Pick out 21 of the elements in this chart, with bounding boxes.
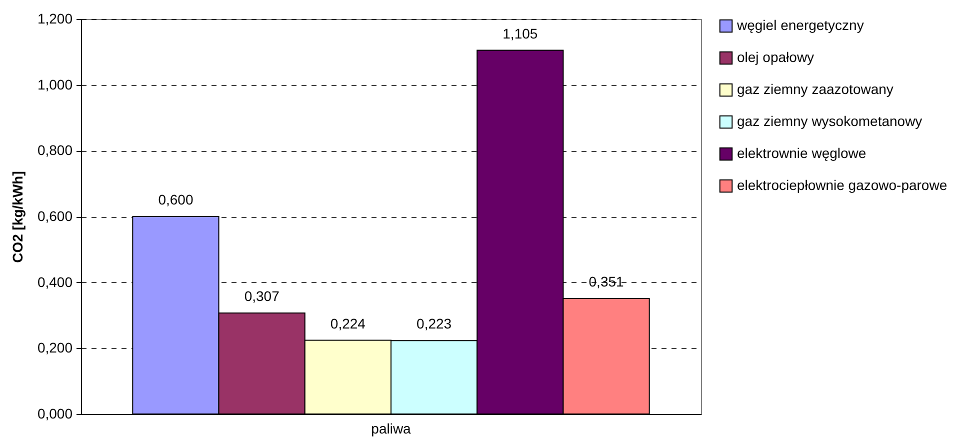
legend-label: węgiel energetyczny	[736, 17, 864, 33]
y-tick-label: 1,200	[37, 10, 73, 26]
legend-label: elektrociepłownie gazowo-parowe	[737, 177, 948, 193]
legend-label: gaz ziemny zaazotowany	[737, 81, 894, 97]
y-axis-title: CO2 [kg/kWh]	[9, 171, 26, 263]
data-label: 1,105	[502, 25, 538, 42]
data-label: 0,351	[588, 273, 624, 290]
y-tick-label: 0,400	[37, 274, 73, 290]
y-tick-label: 0,600	[37, 208, 73, 224]
data-label: 0,224	[330, 315, 366, 332]
data-label: 0,600	[158, 192, 194, 208]
x-tick-label: paliwa	[371, 420, 412, 436]
y-tick-label: 1,000	[37, 76, 73, 92]
data-label: 0,223	[416, 316, 452, 332]
y-tick-label: 0,200	[37, 340, 73, 356]
legend-label: elektrownie węglowe	[737, 145, 866, 161]
legend-label: olej opałowy	[737, 49, 814, 65]
data-label: 0,307	[244, 288, 280, 304]
y-tick-label: 0,000	[37, 406, 73, 422]
y-tick-label: 0,800	[37, 142, 73, 158]
legend-label: gaz ziemny wysokometanowy	[737, 113, 922, 129]
